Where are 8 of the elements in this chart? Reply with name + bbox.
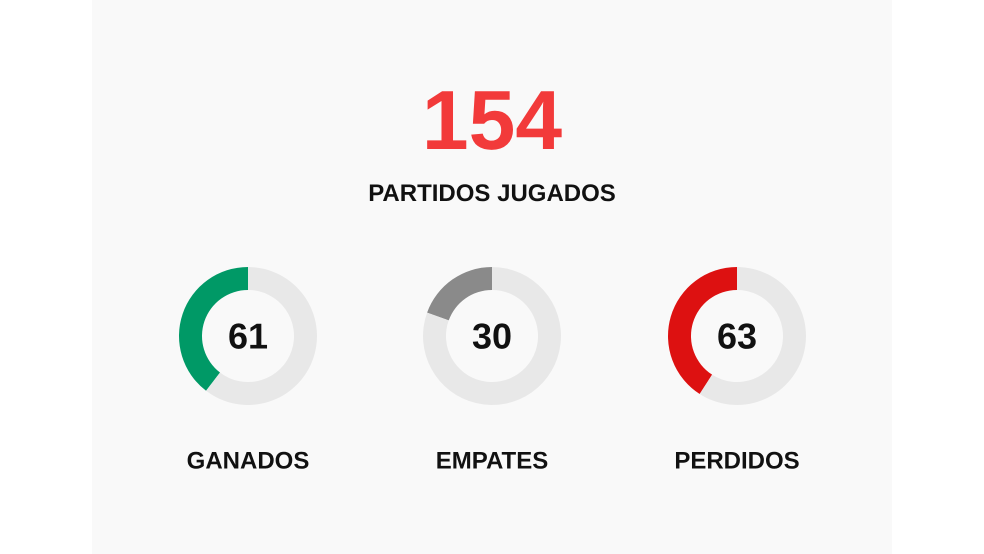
text: PARTIDOS JUGADOS bbox=[367, 180, 617, 208]
text: 61 bbox=[228, 316, 268, 356]
text: 63 bbox=[716, 316, 758, 356]
text: GANADOS bbox=[186, 448, 310, 474]
text: EMPATES bbox=[436, 448, 548, 474]
text: PERDIDOS bbox=[674, 448, 800, 474]
text: 154 bbox=[420, 72, 564, 169]
text: 30 bbox=[472, 316, 512, 356]
